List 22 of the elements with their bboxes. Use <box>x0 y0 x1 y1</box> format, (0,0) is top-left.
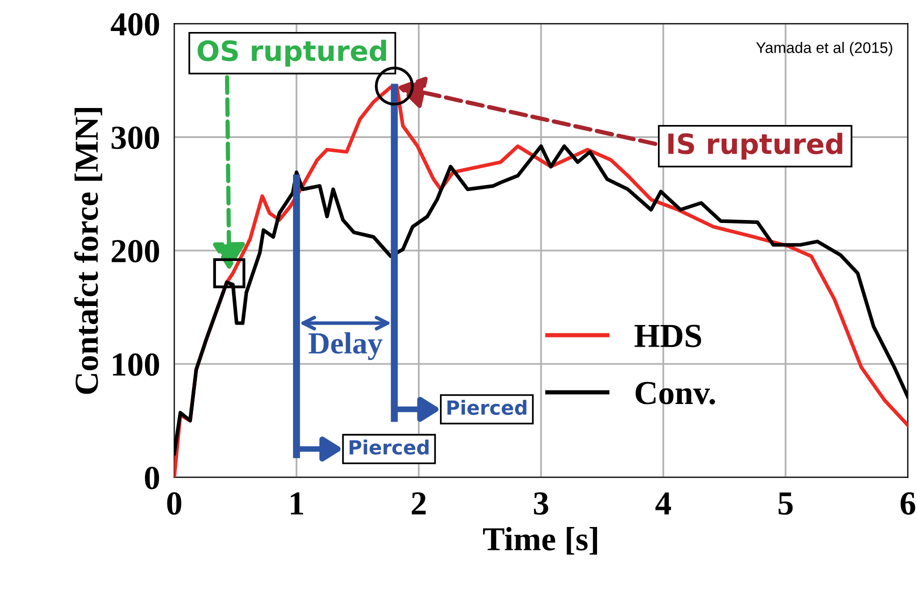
y-tick-label: 400 <box>110 13 160 36</box>
x-axis-title: Time [s] <box>483 527 598 555</box>
y-tick-label: 200 <box>112 240 160 262</box>
x-tick-label: 2 <box>412 492 426 514</box>
legend-label: HDS <box>634 324 702 348</box>
x-tick-label: 3 <box>534 492 548 515</box>
y-tick-label: 300 <box>112 126 160 150</box>
x-tick-label: 1 <box>290 492 304 514</box>
y-tick-label: 0 <box>144 466 160 490</box>
annotation: Pierced <box>447 400 526 415</box>
y-axis-title: Contafct force [MN] <box>74 108 102 394</box>
y-tick-label: 100 <box>113 353 160 376</box>
x-tick-label: 6 <box>900 492 916 515</box>
annotation: Delay <box>308 332 382 360</box>
annotation: OS ruptured <box>198 40 386 67</box>
annotation: IS ruptured <box>668 132 842 160</box>
annotation: Yamada et al (2015) <box>756 42 892 56</box>
legend-label: Conv. <box>636 382 715 404</box>
x-tick-label: 0 <box>167 492 182 515</box>
x-tick-label: 5 <box>778 492 793 515</box>
x-tick-label: 4 <box>655 492 672 514</box>
annotation: Pierced <box>350 440 429 455</box>
